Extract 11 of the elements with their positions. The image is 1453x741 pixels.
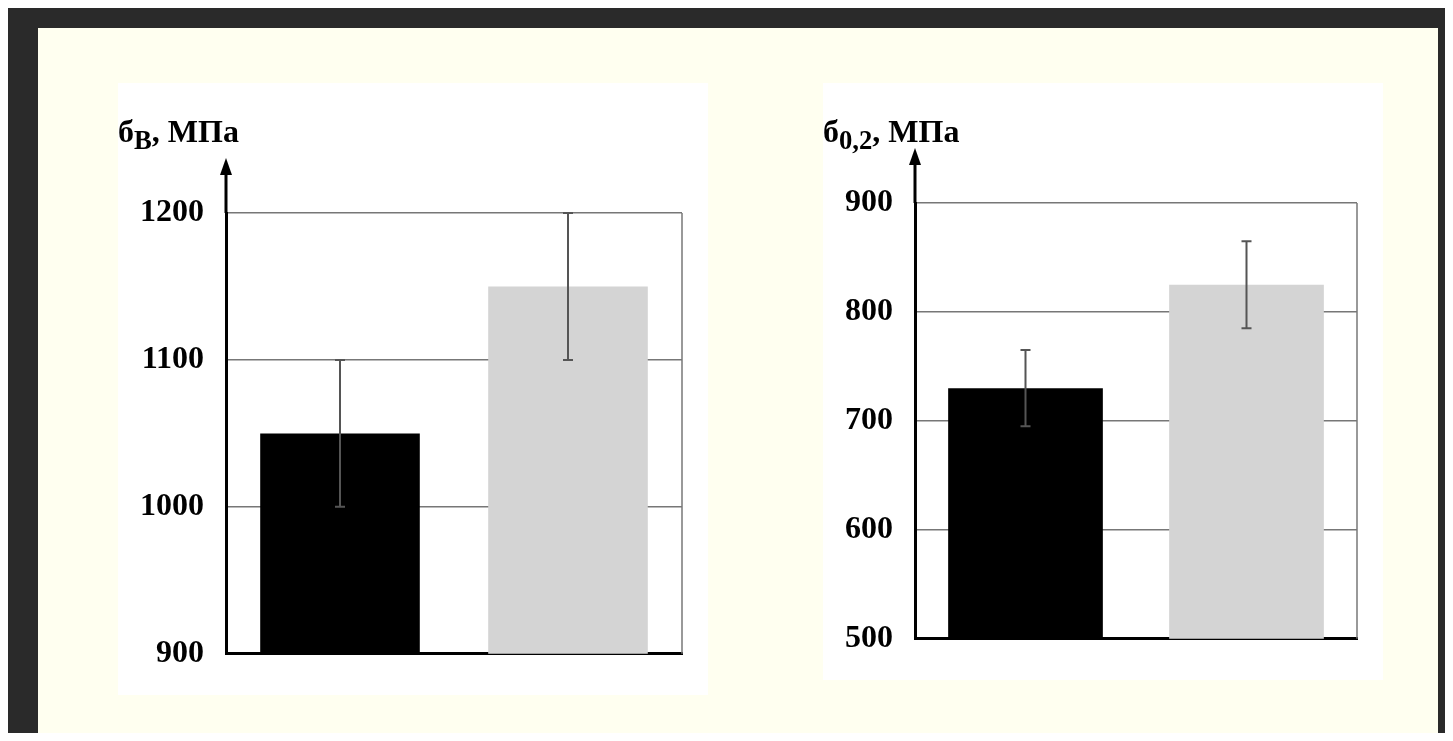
y-axis-title: б$_{0,2}$, МПа xyxy=(823,113,960,157)
y-tick-label: 1100 xyxy=(141,339,204,376)
y-tick-label: 600 xyxy=(845,509,893,546)
y-tick-label: 900 xyxy=(156,633,204,670)
y-tick-label: 500 xyxy=(845,618,893,655)
y-tick-label: 900 xyxy=(845,182,893,219)
y-axis-title: б$_{В}$, МПа xyxy=(118,113,239,157)
y-tick-label: 700 xyxy=(845,400,893,437)
y-tick-label: 1200 xyxy=(140,192,204,229)
y-tick-label: 800 xyxy=(845,291,893,328)
y-tick-label: 1000 xyxy=(140,486,204,523)
